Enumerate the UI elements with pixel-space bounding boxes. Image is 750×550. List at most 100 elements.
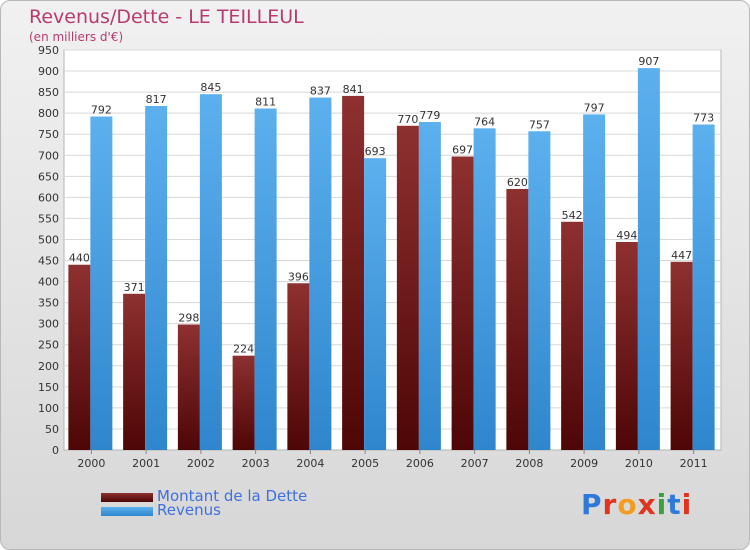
bar-debt bbox=[177, 324, 200, 450]
x-tick-label: 2005 bbox=[351, 457, 379, 470]
legend-label-revenus: Revenus bbox=[157, 501, 221, 519]
bar-revenus bbox=[309, 97, 332, 450]
bar-debt bbox=[342, 95, 365, 450]
y-tick-label: 250 bbox=[38, 339, 59, 352]
x-tick-label: 2011 bbox=[680, 457, 708, 470]
data-label-revenus: 837 bbox=[310, 85, 331, 98]
bar-revenus bbox=[254, 108, 277, 451]
logo-letter: P bbox=[581, 488, 603, 521]
bar-revenus bbox=[528, 131, 551, 450]
bar-revenus bbox=[583, 114, 606, 450]
bar-revenus bbox=[90, 116, 113, 451]
bar-revenus bbox=[692, 124, 715, 451]
y-tick-label: 550 bbox=[38, 212, 59, 225]
x-tick-label: 2010 bbox=[625, 457, 653, 470]
x-axis-ticks: 2000 2001 2002 2003 2004 2005 2006 2007 2008 2009… bbox=[77, 450, 708, 470]
logo-letter: r bbox=[602, 488, 618, 521]
data-label-revenus: 693 bbox=[365, 145, 386, 158]
bar-debt bbox=[561, 221, 584, 450]
y-tick-label: 200 bbox=[38, 360, 59, 373]
bar-revenus bbox=[364, 158, 387, 451]
x-tick-label: 2009 bbox=[570, 457, 598, 470]
data-label-debt: 396 bbox=[288, 270, 309, 283]
data-label-debt: 542 bbox=[562, 209, 583, 222]
logo-letter: i bbox=[681, 488, 693, 521]
legend-swatch-revenus bbox=[101, 507, 153, 516]
data-label-debt: 770 bbox=[397, 113, 418, 126]
bar-debt bbox=[670, 261, 693, 450]
y-tick-label: 500 bbox=[38, 233, 59, 246]
data-label-revenus: 764 bbox=[474, 115, 495, 128]
bars bbox=[68, 68, 715, 451]
data-label-debt: 447 bbox=[671, 249, 692, 262]
data-label-revenus: 757 bbox=[529, 118, 550, 131]
legend-label-debt: Montant de la Dette bbox=[157, 487, 308, 505]
y-tick-label: 600 bbox=[38, 191, 59, 204]
plot-area bbox=[63, 49, 722, 451]
y-tick-label: 850 bbox=[38, 86, 59, 99]
data-label-debt: 494 bbox=[616, 229, 637, 242]
data-label-debt: 841 bbox=[343, 83, 364, 96]
x-tick-label: 2000 bbox=[77, 457, 105, 470]
bar-debt bbox=[232, 355, 255, 450]
data-label-revenus: 811 bbox=[255, 96, 276, 109]
y-tick-label: 50 bbox=[45, 423, 59, 436]
y-tick-label: 300 bbox=[38, 318, 59, 331]
y-tick-label: 700 bbox=[38, 149, 59, 162]
data-label-debt: 440 bbox=[69, 252, 90, 265]
bar-debt bbox=[615, 242, 638, 450]
data-label-revenus: 773 bbox=[693, 112, 714, 125]
x-tick-label: 2001 bbox=[132, 457, 160, 470]
bar-debt bbox=[451, 156, 474, 451]
y-tick-label: 650 bbox=[38, 170, 59, 183]
legend-swatch-debt bbox=[101, 493, 153, 502]
x-tick-label: 2006 bbox=[406, 457, 434, 470]
bar-revenus bbox=[145, 106, 168, 450]
bar-debt bbox=[506, 188, 529, 450]
chart-title: Revenus/Dette - LE TEILLEUL bbox=[29, 6, 304, 28]
x-tick-label: 2002 bbox=[187, 457, 215, 470]
data-label-debt: 620 bbox=[507, 176, 528, 189]
logo-letter: i bbox=[656, 488, 668, 521]
data-label-debt: 697 bbox=[452, 144, 473, 157]
x-tick-label: 2008 bbox=[515, 457, 543, 470]
data-label-debt: 224 bbox=[233, 343, 254, 356]
data-label-revenus: 797 bbox=[584, 101, 605, 114]
data-label-debt: 298 bbox=[178, 312, 199, 325]
y-axis-ticks: 0 50 100 150 200 250 300 350 400 450 500 550 600 650 7… bbox=[38, 44, 59, 457]
y-tick-label: 350 bbox=[38, 297, 59, 310]
data-label-debt: 371 bbox=[124, 281, 145, 294]
bar-revenus bbox=[418, 122, 441, 450]
bar-revenus bbox=[473, 128, 496, 450]
logo-letter: o bbox=[617, 488, 638, 521]
proxiti-logo: Proxiti bbox=[581, 488, 692, 521]
bar-debt bbox=[396, 125, 419, 450]
y-tick-label: 100 bbox=[38, 402, 59, 415]
chart-subtitle: (en milliers d'€) bbox=[29, 30, 124, 44]
y-tick-label: 750 bbox=[38, 128, 59, 141]
y-tick-label: 450 bbox=[38, 255, 59, 268]
data-label-revenus: 845 bbox=[200, 81, 221, 94]
bar-debt bbox=[123, 293, 146, 450]
y-tick-label: 150 bbox=[38, 381, 59, 394]
data-label-revenus: 817 bbox=[146, 93, 167, 106]
y-tick-label: 900 bbox=[38, 65, 59, 78]
x-tick-label: 2003 bbox=[242, 457, 270, 470]
data-label-revenus: 779 bbox=[419, 109, 440, 122]
logo-letter: t bbox=[667, 488, 682, 521]
data-label-revenus: 907 bbox=[638, 55, 659, 68]
data-label-revenus: 792 bbox=[91, 104, 112, 117]
bar-revenus bbox=[637, 68, 660, 451]
bar-debt bbox=[287, 283, 310, 450]
x-tick-label: 2007 bbox=[461, 457, 489, 470]
x-tick-label: 2004 bbox=[296, 457, 324, 470]
logo-letter: x bbox=[637, 488, 657, 521]
bar-debt bbox=[68, 264, 91, 450]
y-tick-label: 0 bbox=[52, 444, 59, 457]
bar-revenus bbox=[199, 94, 222, 451]
grid-lines bbox=[64, 49, 721, 430]
y-tick-label: 400 bbox=[38, 276, 59, 289]
